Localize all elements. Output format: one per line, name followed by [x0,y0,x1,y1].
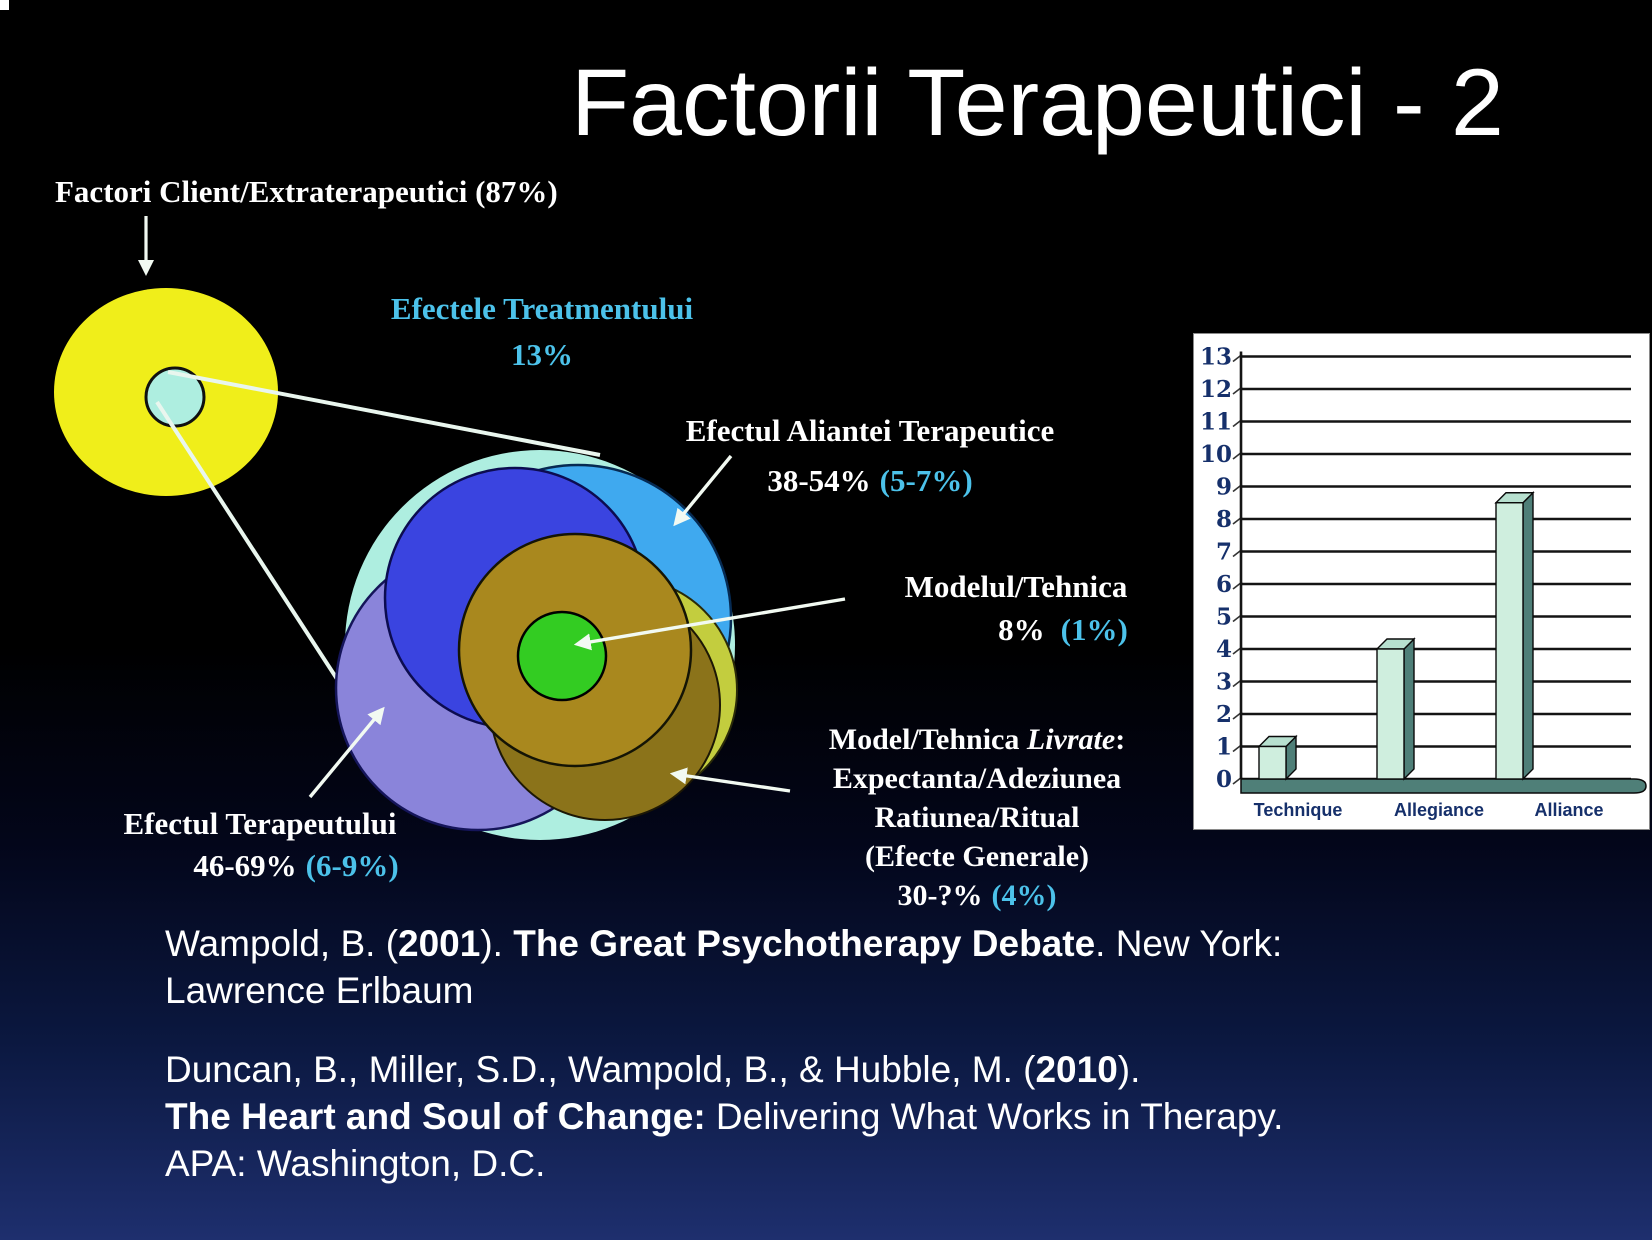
label-therapist-effect-stats: 46-69% (6-9%) [126,848,466,884]
delivered-l1c: : [1115,723,1126,756]
reference-duncan: Duncan, B., Miller, S.D., Wampold, B., &… [165,1046,1485,1187]
y-tick-label: 12 [1200,376,1232,403]
bar-allegiance-side [1403,637,1415,781]
bar-category-label: Allegiance [1394,800,1484,820]
y-tick-label: 7 [1216,539,1232,566]
delivered-line4: (Efecte Generale) [864,840,1090,873]
therapist-range: 46-69% [193,848,297,883]
y-tick-label: 11 [1200,409,1232,436]
bar-allegiance [1376,648,1405,780]
alliance-paren: (5-7%) [879,463,973,498]
label-model-technique: Modelul/Tehnica [904,569,1128,604]
y-tick-label: 6 [1216,571,1232,598]
bar-alliance-side [1522,491,1534,781]
reference-segment: Delivering What Works in Therapy. APA: W… [165,1096,1284,1184]
label-therapist-effect: Efectul Terapeutului [123,806,397,841]
delivered-arrow-icon [669,767,791,793]
delivered-l1b: Livrate [1026,723,1116,756]
reference-segment: ). [1117,1049,1141,1090]
page-title: Factorii Terapeutici - 2 [571,50,1504,156]
model-arrow-icon [573,597,846,651]
model-range: 8% [998,612,1045,647]
y-tick-label: 13 [1200,344,1232,371]
y-tick-label: 0 [1216,766,1232,793]
label-model-technique-stats: 8% (1%) [908,612,1218,648]
y-tick-label: 10 [1200,441,1232,468]
reference-segment: Duncan, B., Miller, S.D., Wampold, B., &… [165,1049,1036,1090]
delivered-range: 30-?% [897,879,983,912]
bar-alliance [1495,502,1524,780]
alliance-range: 38-54% [767,463,871,498]
delivered-stats: 30-?% (4%) [770,876,1184,915]
y-tick-label: 2 [1216,701,1232,728]
label-alliance-effect: Efectul Aliantei Terapeutice 38-54% (5-7%… [655,406,1085,506]
reference-wampold: Wampold, B. (2001). The Great Psychother… [165,920,1405,1014]
therapist-arrow-icon [308,706,385,799]
label-treatment-effects: Efectele Treatmentului 13% [352,286,732,378]
delivered-line2: Expectanta/Adeziunea [832,762,1122,795]
y-tick-label: 4 [1216,636,1232,663]
corner-artifact [0,0,9,10]
bar-category-label: Technique [1254,800,1343,820]
treatment-small-circle [144,366,206,428]
venn-model-green-circle [516,610,608,702]
delivered-line3: Ratiunea/Ritual [874,801,1080,834]
reference-segment: 2001 [398,923,481,964]
label-client-extratherapeutic: Factori Client/Extraterapeutici (87%) [55,174,558,209]
projection-line-top [167,370,601,457]
delivered-paren: (4%) [991,879,1057,912]
model-paren: (1%) [1060,612,1128,647]
bar-chart-panel: 0 1 2 3 4 5 6 7 8 9 10 11 12 13 Technique Allegiance All… [1193,333,1650,830]
label-model-delivered: Model/Tehnica Livrate: Expectanta/Adeziu… [770,720,1184,915]
reference-segment: ). [480,923,514,964]
bar-technique [1258,745,1287,780]
bar-category-label: Alliance [1534,800,1603,820]
treatment-effects-title: Efectele Treatmentului [390,291,694,326]
y-tick-label: 1 [1216,734,1232,761]
reference-segment: The Great Psychotherapy Debate [513,923,1096,964]
delivered-l1a: Model/Tehnica [828,723,1027,756]
y-tick-label: 3 [1216,669,1232,696]
reference-segment: . New York: Lawrence Erlbaum [165,923,1283,1011]
reference-segment: Wampold, B. ( [165,923,399,964]
reference-segment: The Heart and Soul of Change: [165,1096,706,1137]
y-tick-label: 8 [1216,506,1232,533]
therapist-paren: (6-9%) [305,848,399,883]
reference-segment: 2010 [1035,1049,1118,1090]
y-tick-label: 9 [1216,474,1232,501]
alliance-stats: 38-54% (5-7%) [655,456,1085,506]
y-tick-label: 5 [1216,604,1232,631]
delivered-line1: Model/Tehnica Livrate: [770,720,1184,759]
chart-floor [1240,778,1647,794]
treatment-effects-value: 13% [511,337,573,372]
alliance-arrow-icon [673,454,733,527]
alliance-title: Efectul Aliantei Terapeutice [685,413,1055,448]
